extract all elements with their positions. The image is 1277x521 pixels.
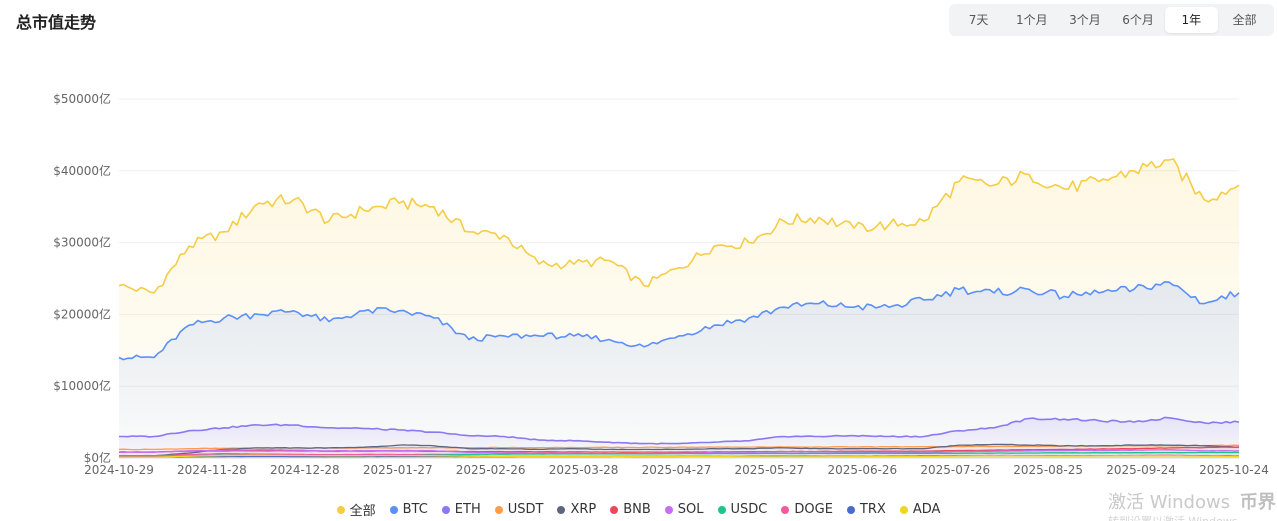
- legend-item[interactable]: USDC: [717, 500, 768, 519]
- range-all-button[interactable]: 全部: [1232, 13, 1257, 27]
- legend-dot-icon: [899, 505, 908, 514]
- y-tick-label: $30000亿: [53, 235, 111, 250]
- y-tick-label: $10000亿: [53, 378, 111, 393]
- legend-item[interactable]: 全部: [336, 500, 376, 519]
- x-tick-label: 2024-10-29: [84, 463, 154, 477]
- legend-dot-icon: [781, 505, 790, 514]
- legend-dot-icon: [664, 505, 673, 514]
- y-tick-label: $0亿: [84, 450, 111, 465]
- x-tick-label: 2025-02-26: [456, 463, 526, 477]
- legend-item[interactable]: BTC: [389, 500, 428, 519]
- legend-label: SOL: [677, 502, 704, 517]
- legend-item[interactable]: BNB: [610, 500, 651, 519]
- legend-dot-icon: [494, 505, 503, 514]
- legend-dot-icon: [610, 505, 619, 514]
- x-tick-label: 2025-04-27: [642, 463, 712, 477]
- logo-watermark: 币界网: [1239, 492, 1277, 513]
- time-range-selector: 7天 1个月 3个月 6个月 1年 全部: [949, 4, 1274, 36]
- legend-label: BNB: [623, 502, 651, 517]
- y-tick-label: $20000亿: [53, 306, 111, 321]
- range-7d-button[interactable]: 7天: [968, 13, 989, 27]
- series-line-1[interactable]: [118, 281, 1240, 361]
- legend-label: ADA: [912, 502, 941, 517]
- legend-label: XRP: [570, 502, 597, 517]
- range-1m-button[interactable]: 1个月: [1015, 13, 1048, 27]
- x-tick-label: 2025-03-28: [549, 463, 619, 477]
- legend-dot-icon: [441, 505, 450, 514]
- series-line-4[interactable]: [118, 443, 1239, 457]
- legend-dot-icon: [389, 505, 398, 514]
- legend-item[interactable]: ETH: [441, 500, 481, 519]
- market-cap-chart[interactable]: $0亿 $10000亿 $20000亿 $30000亿 $40000亿 $50000亿 20…: [0, 0, 1277, 490]
- legend-item[interactable]: TRX: [846, 500, 886, 519]
- legend-item[interactable]: SOL: [664, 500, 704, 519]
- legend-label: USDT: [507, 502, 544, 517]
- legend-label: 全部: [349, 504, 376, 519]
- series-line-10[interactable]: [118, 454, 1240, 458]
- legend-item[interactable]: USDT: [494, 500, 544, 519]
- legend-item[interactable]: ADA: [899, 500, 941, 519]
- range-3m-button[interactable]: 3个月: [1069, 13, 1101, 27]
- range-1y-button[interactable]: 1年: [1164, 7, 1218, 33]
- series-line-0[interactable]: [118, 158, 1240, 294]
- legend-dot-icon: [846, 505, 855, 514]
- x-tick-label: 2024-11-28: [177, 463, 247, 477]
- windows-activation-watermark: 激活 Windows 币界网: [1108, 488, 1277, 514]
- legend-label: USDC: [730, 502, 768, 517]
- x-tick-label: 2025-01-27: [363, 463, 433, 477]
- x-tick-label: 2025-07-26: [920, 463, 990, 477]
- legend-dot-icon: [557, 505, 566, 514]
- range-6m-button[interactable]: 6个月: [1122, 13, 1154, 27]
- x-tick-label: 2025-10-24: [1199, 463, 1269, 477]
- legend-dot-icon: [336, 505, 345, 514]
- legend-label: DOGE: [794, 502, 833, 517]
- watermark-subtext: 转到设置以激活 Windows: [1108, 513, 1238, 521]
- x-tick-label: 2024-12-28: [270, 463, 340, 477]
- y-tick-label: $40000亿: [53, 163, 111, 178]
- legend-dot-icon: [717, 505, 726, 514]
- series-line-2[interactable]: [119, 416, 1240, 445]
- chart-legend: 全部 BTC ETH USDT XRP BNB SOL USDC DOGE TRX ADA: [0, 500, 1277, 519]
- x-tick-label: 2025-08-25: [1013, 463, 1083, 477]
- y-tick-label: $50000亿: [53, 91, 111, 106]
- legend-item[interactable]: DOGE: [781, 500, 833, 519]
- series-area-1: [119, 281, 1239, 458]
- page-title: 总市值走势: [16, 13, 97, 32]
- legend-item[interactable]: XRP: [557, 500, 596, 519]
- legend-label: ETH: [454, 502, 481, 517]
- legend-label: BTC: [402, 502, 428, 517]
- x-tick-label: 2025-06-26: [827, 463, 897, 477]
- x-tick-label: 2025-05-27: [735, 463, 805, 477]
- x-tick-label: 2025-09-24: [1106, 463, 1176, 477]
- legend-label: TRX: [859, 502, 886, 517]
